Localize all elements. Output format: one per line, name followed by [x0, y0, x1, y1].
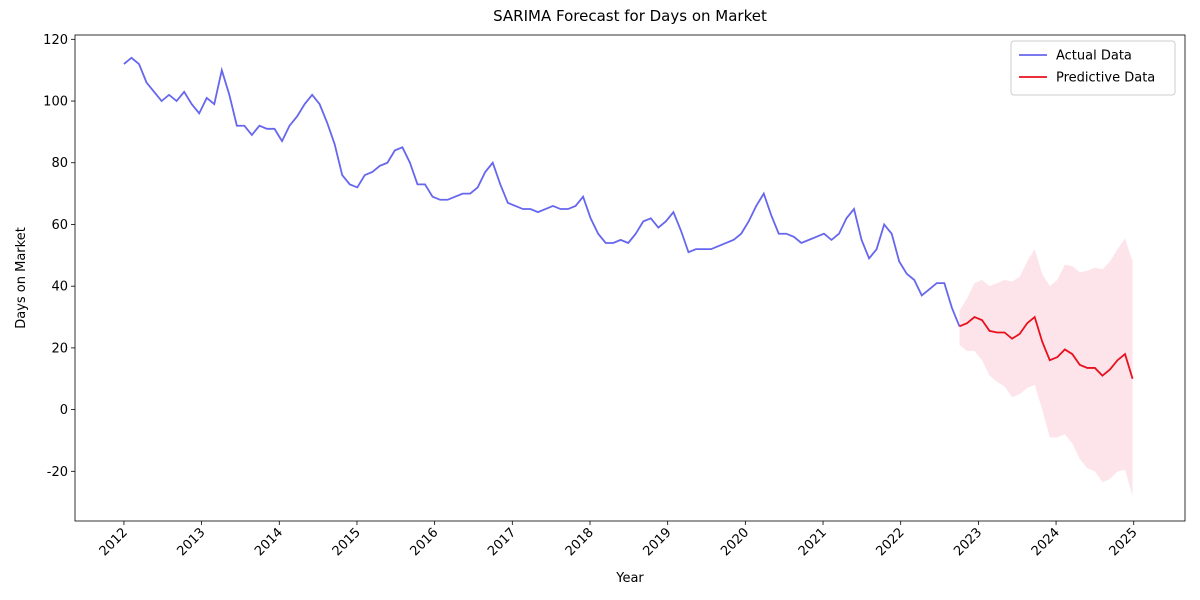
data-line	[123, 56, 961, 327]
y-tick-label: 60	[51, 218, 68, 233]
x-tick-label: 2019	[640, 525, 674, 559]
x-tick-label: 2012	[97, 525, 131, 559]
x-tick-label: 2016	[407, 525, 441, 559]
x-tick-label: 2018	[563, 525, 597, 559]
y-tick-label: 40	[51, 280, 68, 295]
y-tick-label: 20	[51, 341, 68, 356]
y-tick-label: 0	[60, 403, 68, 418]
x-tick-label: 2014	[252, 525, 286, 559]
x-axis-label: Year	[615, 571, 644, 586]
chart-title: SARIMA Forecast for Days on Market	[493, 7, 767, 25]
legend-label: Predictive Data	[1056, 71, 1155, 86]
x-tick-label: 2025	[1107, 525, 1141, 559]
plot-frame	[74, 34, 1186, 522]
x-tick-label: 2022	[874, 525, 908, 559]
x-tick-label: 2020	[718, 525, 752, 559]
y-tick-label: 100	[43, 95, 68, 110]
x-tick-label: 2017	[485, 525, 519, 559]
x-tick-label: 2024	[1029, 525, 1063, 559]
y-tick-label: 120	[43, 33, 68, 48]
confidence-band	[959, 238, 1133, 497]
y-tick-label: 80	[51, 156, 68, 171]
x-tick-label: 2021	[796, 525, 830, 559]
legend-label: Actual Data	[1056, 49, 1132, 64]
legend-box	[1010, 40, 1176, 96]
x-tick-label: 2013	[174, 525, 208, 559]
data-line	[959, 315, 1134, 380]
y-axis-label: Days on Market	[14, 227, 29, 329]
x-tick-label: 2015	[330, 525, 364, 559]
x-tick-label: 2023	[951, 525, 985, 559]
y-tick-label: -20	[47, 465, 68, 480]
legend: Actual Data Predictive Data	[1010, 40, 1176, 96]
